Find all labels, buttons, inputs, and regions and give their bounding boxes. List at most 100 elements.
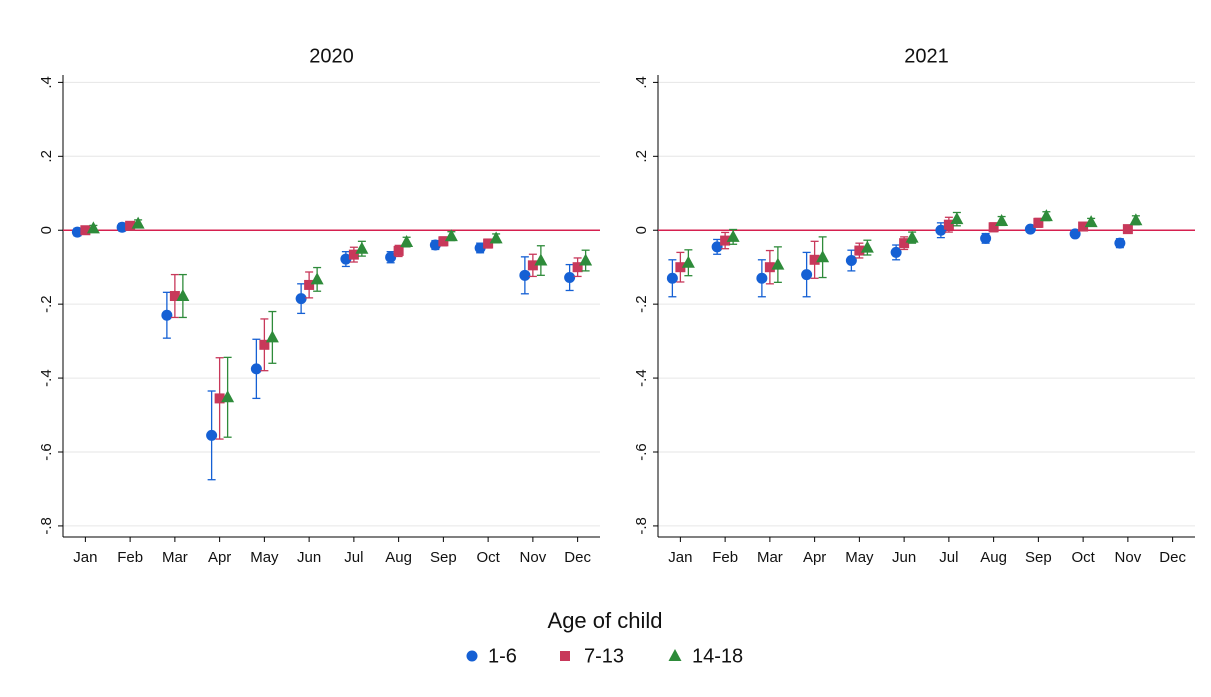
x-tick-label: Aug (385, 549, 412, 566)
marker (564, 272, 576, 284)
marker (899, 238, 910, 249)
x-tick-label: Apr (208, 549, 231, 566)
marker (348, 249, 359, 260)
marker (1069, 228, 1081, 240)
marker (429, 239, 441, 251)
marker (116, 221, 128, 233)
marker (206, 429, 218, 441)
marker (1078, 221, 1089, 232)
marker (393, 245, 404, 256)
marker (169, 291, 180, 302)
marker (71, 226, 83, 238)
x-tick-label: Nov (1115, 549, 1142, 566)
marker (726, 229, 740, 242)
panel-title: 2020 (309, 45, 354, 67)
marker (1024, 223, 1036, 235)
x-tick-label: Oct (1071, 549, 1095, 566)
marker (720, 235, 731, 246)
x-tick-label: Mar (757, 549, 783, 566)
x-tick-label: Jun (892, 549, 916, 566)
marker (519, 269, 531, 281)
marker (304, 279, 315, 290)
marker (385, 251, 397, 263)
marker (483, 238, 494, 249)
y-tick-label: 0 (38, 226, 55, 234)
marker (1084, 215, 1098, 228)
y-tick-label: -.8 (633, 517, 650, 535)
marker (572, 262, 583, 273)
marker (675, 262, 686, 273)
marker (771, 257, 785, 270)
x-tick-label: Jul (344, 549, 363, 566)
marker (534, 253, 548, 266)
marker (764, 262, 775, 273)
x-tick-label: Feb (117, 549, 143, 566)
x-tick-label: Feb (712, 549, 738, 566)
marker (444, 229, 458, 242)
x-tick-label: Oct (476, 549, 500, 566)
legend-label: 1-6 (488, 645, 517, 667)
marker (1039, 209, 1053, 222)
marker (943, 219, 954, 230)
marker (935, 224, 947, 236)
marker (890, 246, 902, 258)
marker (681, 255, 695, 268)
marker (355, 241, 369, 254)
y-tick-label: -.8 (38, 517, 55, 535)
marker (988, 222, 999, 233)
marker (131, 216, 145, 229)
marker (86, 221, 100, 234)
legend-marker (466, 650, 478, 662)
marker (711, 241, 723, 253)
x-tick-label: Jun (297, 549, 321, 566)
marker (950, 212, 964, 225)
marker (1129, 213, 1143, 226)
marker (801, 269, 813, 281)
y-tick-label: -.4 (38, 369, 55, 387)
y-tick-label: -.4 (633, 369, 650, 387)
y-tick-label: .2 (38, 150, 55, 163)
marker (845, 255, 857, 267)
marker (438, 236, 449, 247)
legend-label: 14-18 (692, 645, 743, 667)
legend-title: Age of child (548, 608, 663, 633)
y-tick-label: .2 (633, 150, 650, 163)
marker (905, 230, 919, 243)
marker (666, 272, 678, 284)
legend-marker (668, 649, 682, 661)
x-tick-label: Sep (430, 549, 457, 566)
y-tick-label: -.6 (633, 443, 650, 461)
marker (474, 242, 486, 254)
marker (854, 245, 865, 256)
x-tick-label: May (845, 549, 874, 566)
panel-title: 2021 (904, 45, 949, 67)
marker (176, 289, 190, 302)
x-tick-label: Jan (668, 549, 692, 566)
x-tick-label: Aug (980, 549, 1007, 566)
marker (310, 272, 324, 285)
marker (1122, 224, 1133, 235)
x-tick-label: Jul (939, 549, 958, 566)
legend-marker (560, 651, 570, 661)
y-tick-label: 0 (633, 226, 650, 234)
x-tick-label: Jan (73, 549, 97, 566)
y-tick-label: -.6 (38, 443, 55, 461)
marker (995, 213, 1009, 226)
marker (80, 225, 91, 236)
y-tick-label: .4 (38, 76, 55, 89)
marker (161, 309, 173, 321)
marker (860, 240, 874, 253)
x-tick-label: Mar (162, 549, 188, 566)
x-tick-label: Dec (1159, 549, 1186, 566)
x-tick-label: Apr (803, 549, 826, 566)
marker (1033, 217, 1044, 228)
marker (340, 253, 352, 265)
x-tick-label: Dec (564, 549, 591, 566)
marker (579, 253, 593, 266)
x-tick-label: Nov (520, 549, 547, 566)
marker (756, 272, 768, 284)
y-tick-label: -.2 (38, 295, 55, 313)
y-tick-label: -.2 (633, 295, 650, 313)
marker (265, 330, 279, 343)
